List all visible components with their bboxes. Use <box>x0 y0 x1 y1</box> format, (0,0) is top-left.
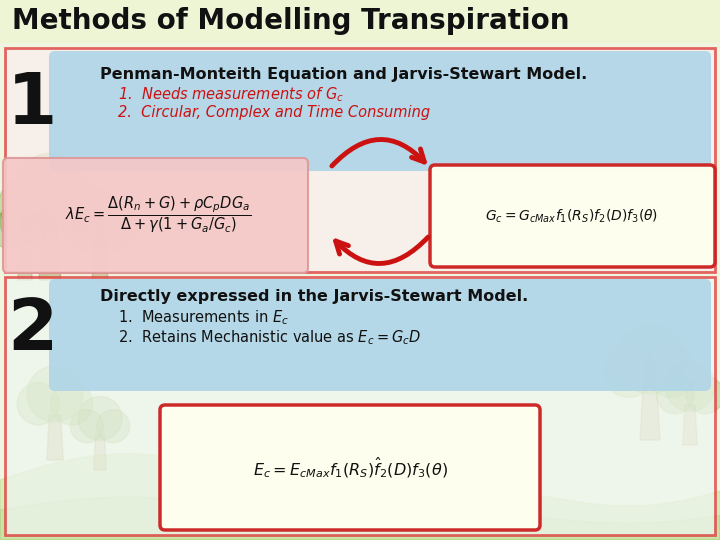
Circle shape <box>51 383 93 425</box>
Circle shape <box>96 410 130 443</box>
Text: 2: 2 <box>7 295 57 364</box>
Circle shape <box>644 345 697 397</box>
Circle shape <box>72 191 128 247</box>
Circle shape <box>603 345 655 397</box>
Polygon shape <box>92 240 108 285</box>
FancyBboxPatch shape <box>3 158 308 273</box>
FancyBboxPatch shape <box>430 165 715 267</box>
Text: 2.  Circular, Complex and Time Consuming: 2. Circular, Complex and Time Consuming <box>118 105 430 120</box>
Circle shape <box>665 361 715 411</box>
Circle shape <box>0 176 55 233</box>
Circle shape <box>45 176 102 233</box>
Text: $E_c = E_{cMax} f_1(R_S) \hat{f}_2(D) f_3(\theta)$: $E_c = E_{cMax} f_1(R_S) \hat{f}_2(D) f_… <box>253 456 447 480</box>
Circle shape <box>686 376 720 414</box>
Circle shape <box>96 208 138 250</box>
Circle shape <box>615 324 685 394</box>
Polygon shape <box>640 385 660 440</box>
FancyBboxPatch shape <box>49 279 711 391</box>
Text: Penman-Monteith Equation and Jarvis-Stewart Model.: Penman-Monteith Equation and Jarvis-Stew… <box>100 68 588 83</box>
Text: $\lambda E_c = \dfrac{\Delta(R_n + G) + \rho C_p D G_a}{\Delta + \gamma(1 + G_a : $\lambda E_c = \dfrac{\Delta(R_n + G) + … <box>65 195 251 235</box>
FancyBboxPatch shape <box>49 51 711 171</box>
Polygon shape <box>39 220 60 280</box>
FancyBboxPatch shape <box>5 48 715 272</box>
Circle shape <box>12 153 88 230</box>
Text: 2.  Retains Mechanistic value as $E_c = G_cD$: 2. Retains Mechanistic value as $E_c = G… <box>118 329 421 347</box>
Polygon shape <box>18 240 32 280</box>
Circle shape <box>0 211 29 249</box>
Polygon shape <box>94 435 107 470</box>
Polygon shape <box>47 415 63 460</box>
Text: 1: 1 <box>6 71 57 139</box>
Circle shape <box>27 366 83 422</box>
Text: 1.  Needs measurements of $G_c$: 1. Needs measurements of $G_c$ <box>118 86 344 104</box>
Text: Directly expressed in the Jarvis-Stewart Model.: Directly expressed in the Jarvis-Stewart… <box>100 289 528 305</box>
FancyBboxPatch shape <box>5 277 715 535</box>
Text: 1.  Measurements in $E_c$: 1. Measurements in $E_c$ <box>118 309 289 327</box>
Text: Methods of Modelling Transpiration: Methods of Modelling Transpiration <box>12 7 570 35</box>
Circle shape <box>656 376 694 414</box>
Text: $G_c = G_{cMax} f_1(R_S) f_2(D) f_3(\theta)$: $G_c = G_{cMax} f_1(R_S) f_2(D) f_3(\the… <box>485 207 659 225</box>
Polygon shape <box>683 405 697 445</box>
FancyArrowPatch shape <box>336 237 428 264</box>
Circle shape <box>22 211 59 249</box>
Circle shape <box>0 196 50 246</box>
FancyArrowPatch shape <box>332 139 424 166</box>
Circle shape <box>62 208 104 250</box>
FancyBboxPatch shape <box>0 0 720 43</box>
Circle shape <box>17 383 59 425</box>
Circle shape <box>78 396 122 441</box>
FancyBboxPatch shape <box>160 405 540 530</box>
Circle shape <box>71 410 103 443</box>
